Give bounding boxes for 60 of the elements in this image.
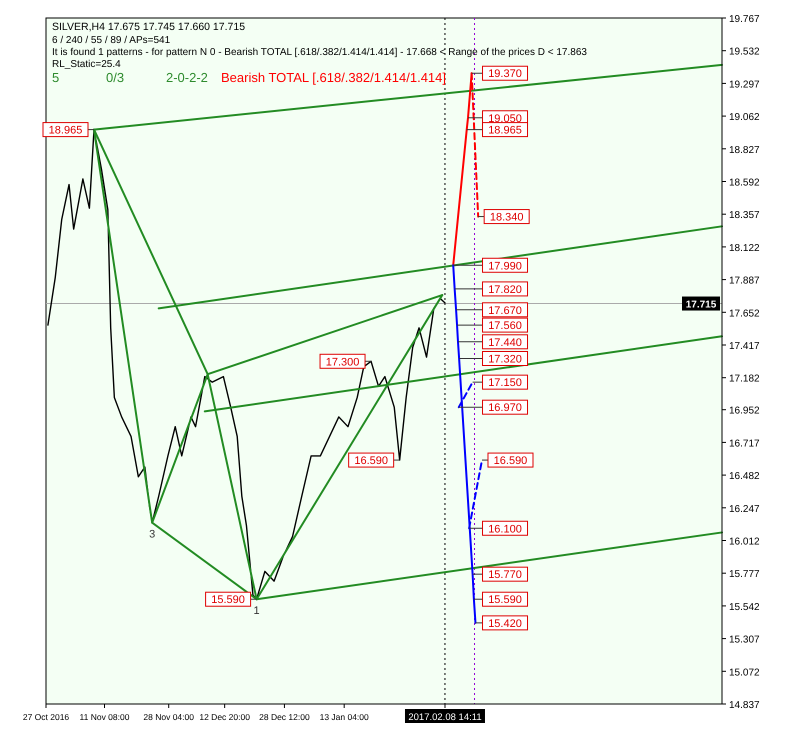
annotation: Bearish TOTAL [.618/.382/1.414/1.414] — [221, 70, 446, 85]
annotation: 18.965 — [488, 124, 522, 137]
annotation: 2-0-2-2 — [166, 70, 208, 85]
y-tick-label: 19.532 — [729, 46, 760, 58]
y-tick-label: 16.482 — [729, 471, 760, 482]
y-tick-label: 18.827 — [729, 144, 760, 156]
annotation: 15.590 — [488, 594, 522, 606]
annotation: 17.990 — [488, 260, 522, 272]
y-tick-label: 16.952 — [729, 406, 760, 417]
x-tick-label: 2017.02.08 14:11 — [408, 712, 482, 723]
annotation: 6 / 240 / 55 / 89 / APs=541 — [52, 35, 171, 46]
annotation: 3 — [149, 528, 156, 541]
annotation: 15.590 — [211, 594, 245, 606]
annotation: 15.770 — [488, 569, 522, 582]
x-tick-label: 13 Jan 04:00 — [320, 712, 370, 722]
annotation: 17.670 — [488, 304, 522, 317]
y-tick-label: 15.542 — [729, 602, 760, 613]
annotation: 16.970 — [488, 402, 522, 414]
y-tick-label: 18.592 — [729, 178, 760, 188]
annotation: RL_Static=25.4 — [52, 59, 122, 70]
x-tick-label: 27 Oct 2016 — [22, 712, 70, 722]
y-tick-label: 16.247 — [729, 504, 760, 515]
annotation: 17.300 — [326, 356, 360, 368]
y-tick-label: 17.652 — [729, 308, 760, 320]
annotation: 17.820 — [488, 284, 522, 296]
annotation: 1 — [254, 605, 260, 618]
x-tick-label: 12 Dec 20:00 — [199, 712, 250, 722]
ref-line-label: 17.715 — [686, 300, 717, 311]
chart-title: SILVER,H4 17.675 17.745 17.660 17.715 — [52, 21, 246, 33]
x-tick-label: 28 Nov 04:00 — [143, 712, 194, 722]
y-tick-label: 15.777 — [729, 569, 760, 580]
annotation: 16.590 — [354, 455, 388, 468]
x-tick-label: 11 Nov 08:00 — [80, 712, 130, 722]
y-tick-label: 18.122 — [729, 242, 760, 254]
x-tick-label: 28 Dec 12:00 — [259, 712, 310, 722]
annotation: 19.370 — [488, 68, 522, 80]
annotation: 17.320 — [488, 353, 522, 366]
y-tick-label: 14.837 — [729, 700, 760, 711]
y-tick-label: 17.887 — [729, 276, 760, 287]
y-tick-label: 18.357 — [729, 210, 760, 222]
annotation: 18.965 — [48, 124, 82, 137]
annotation: 5 — [52, 70, 60, 85]
y-tick-label: 16.012 — [729, 536, 760, 548]
y-tick-label: 19.297 — [729, 79, 760, 90]
y-tick-label: 16.717 — [729, 438, 760, 450]
annotation: 17.440 — [488, 336, 522, 349]
annotation: 19.050 — [488, 112, 522, 125]
annotation: 16.590 — [494, 455, 528, 468]
annotation: 17.150 — [488, 377, 522, 390]
y-tick-label: 15.072 — [729, 667, 760, 678]
y-tick-label: 17.417 — [729, 341, 760, 352]
annotation: 17.560 — [488, 320, 522, 332]
annotation: 16.100 — [488, 523, 522, 536]
annotation: 18.340 — [490, 212, 524, 224]
y-tick-label: 15.307 — [729, 634, 760, 646]
y-tick-label: 17.182 — [729, 374, 760, 385]
y-tick-label: 19.062 — [729, 112, 760, 124]
annotation: 0/3 — [106, 70, 124, 85]
y-tick-label: 19.767 — [729, 14, 760, 25]
annotation: 15.420 — [488, 618, 522, 630]
